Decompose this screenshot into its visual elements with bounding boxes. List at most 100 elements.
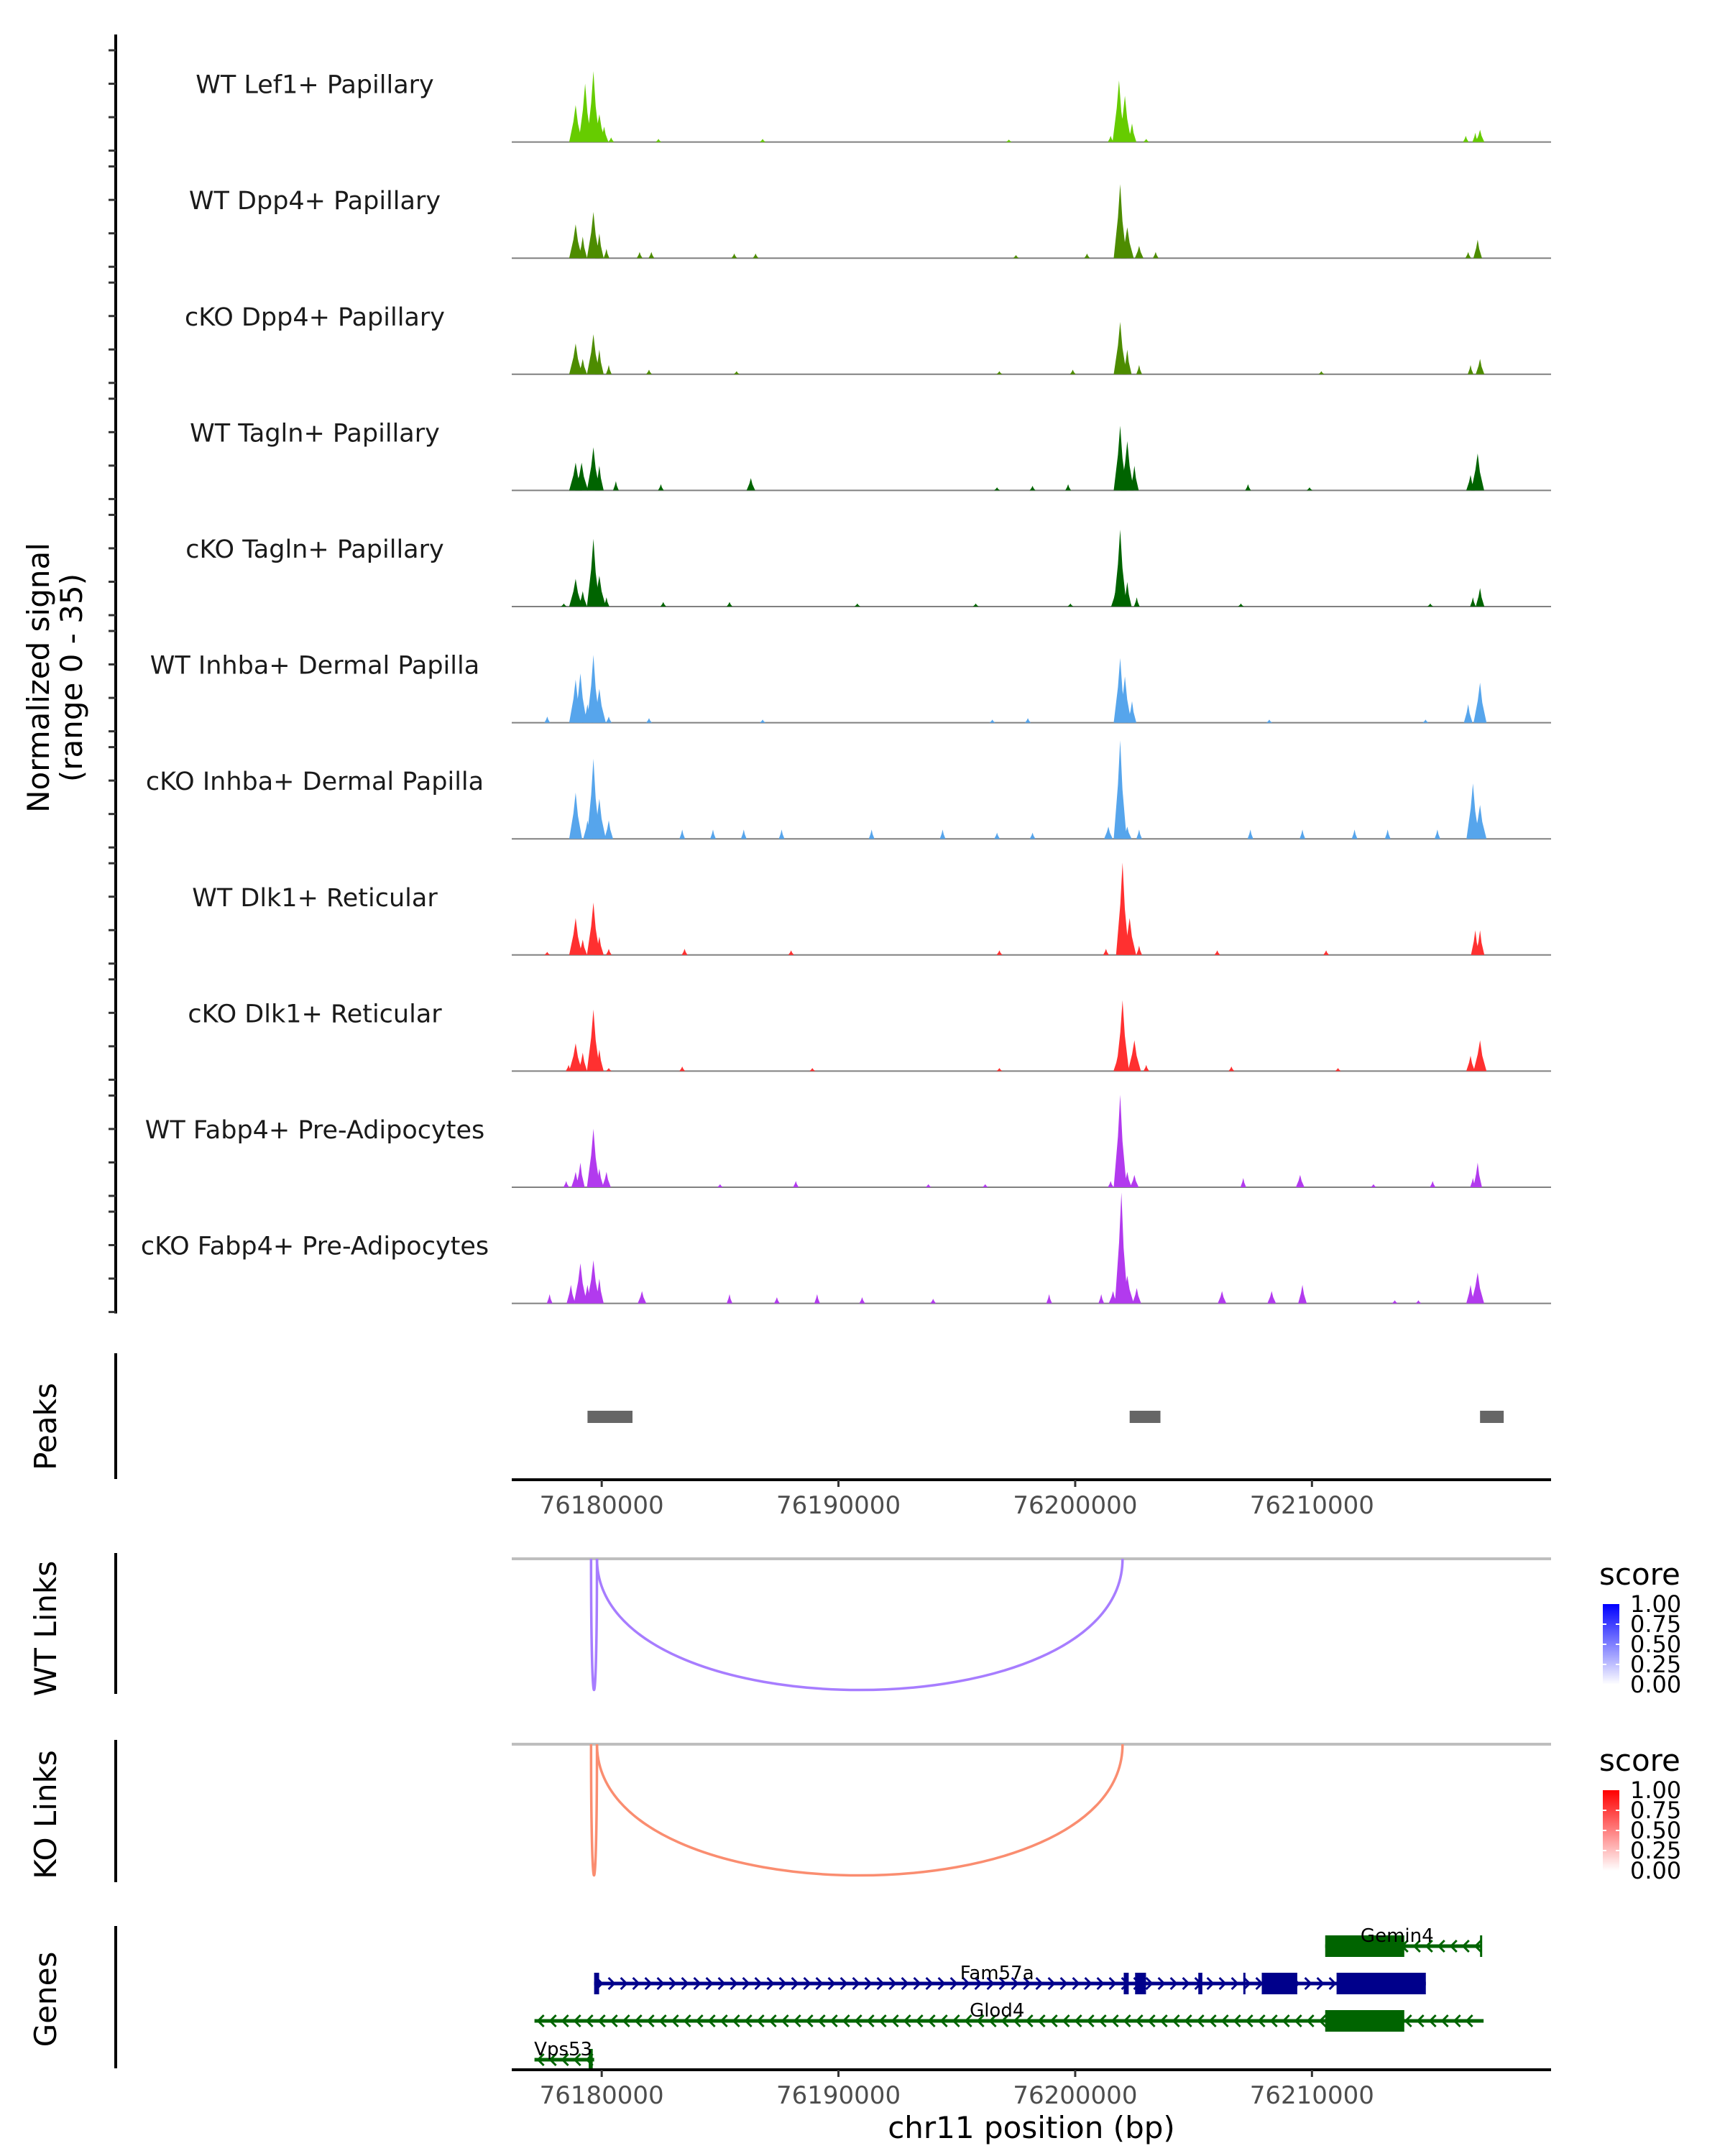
strand-arrow-right-icon [791, 1976, 799, 1991]
legend-tick-label: 0.25 [1630, 1837, 1681, 1864]
coverage-peak [569, 918, 582, 955]
coverage-peak [681, 949, 688, 955]
strand-arrow-left-icon [927, 2014, 936, 2028]
strand-arrow-right-icon [705, 1976, 714, 1991]
coverage-peak [1118, 96, 1132, 142]
link-track [114, 1553, 1551, 1694]
strand-arrow-left-icon [988, 2014, 997, 2028]
coverage-peak [544, 952, 551, 955]
track-label: cKO Dpp4+ Papillary [185, 303, 445, 332]
strand-arrow-left-icon [1245, 2014, 1254, 2028]
coverage-peak [1134, 246, 1144, 259]
strand-arrow-left-icon [719, 2014, 728, 2028]
coverage-peak [1351, 829, 1358, 839]
ko-legend-colorbar [1603, 1790, 1619, 1871]
x-tick-label: 76190000 [776, 1491, 901, 1520]
coverage-peak [925, 1184, 932, 1187]
coverage-peak [753, 253, 759, 259]
coverage-peak [1465, 252, 1471, 259]
strand-arrow-left-icon [573, 2053, 581, 2067]
coverage-peak [731, 253, 737, 259]
strand-arrow-left-icon [1461, 1939, 1470, 1953]
strand-arrow-left-icon [695, 2014, 704, 2028]
coverage-peak [760, 139, 766, 142]
coverage-peak [656, 139, 662, 142]
gene-exon [1243, 1973, 1246, 1994]
legend-tick-label: 0.75 [1630, 1611, 1681, 1638]
coverage-track: cKO Tagln+ Papillary [185, 529, 1551, 607]
coverage-peak [599, 126, 609, 142]
track-label: cKO Tagln+ Papillary [185, 535, 444, 564]
coverage-track: cKO Fabp4+ Pre-Adipocytes [141, 1192, 1551, 1304]
wt-links-axis-title-wrap: WT Links [28, 1561, 63, 1696]
coverage-peak [1463, 704, 1473, 723]
coverage-peak [1473, 682, 1487, 723]
coverage-peak [1108, 136, 1114, 142]
coverage-peak [788, 950, 794, 955]
strand-arrow-left-icon [683, 2014, 691, 2028]
coverage-peak [814, 1294, 820, 1304]
strand-arrow-right-icon [937, 1976, 946, 1991]
coverage-peak [1295, 1174, 1305, 1187]
strand-arrow-left-icon [817, 2014, 826, 2028]
ko-legend-title: score [1599, 1743, 1680, 1778]
coverage-peak [592, 688, 606, 723]
coverage-peak [1473, 1040, 1487, 1072]
coverage-peak [578, 359, 587, 374]
link-arc [595, 1558, 1124, 1692]
track-label: cKO Fabp4+ Pre-Adipocytes [141, 1233, 489, 1261]
track-label: WT Lef1+ Papillary [196, 71, 434, 100]
strand-arrow-right-icon [620, 1976, 628, 1991]
link-arc [595, 1743, 1124, 1877]
wt-links-legend: score 1.000.750.500.250.00 [1599, 1557, 1681, 1698]
strand-arrow-left-icon [1257, 2014, 1266, 2028]
coverage-peak [1136, 364, 1142, 374]
coverage-peak [646, 718, 652, 723]
coverage-peak [1123, 918, 1136, 955]
legend-tick-label: 0.25 [1630, 1651, 1681, 1678]
coverage-peak [569, 792, 582, 839]
coverage-peak [569, 1043, 582, 1072]
gene-exon [1261, 1973, 1297, 1994]
strand-arrow-left-icon [585, 2014, 594, 2028]
coverage-peak [1136, 945, 1142, 955]
strand-arrow-right-icon [693, 1976, 702, 1991]
ko-legend-ticks: 1.000.750.500.250.00 [1603, 1777, 1681, 1884]
strand-arrow-right-icon [778, 1976, 787, 1991]
coverage-peak [1152, 252, 1159, 259]
strand-arrow-right-icon [1328, 1976, 1337, 1991]
coverage-peak [679, 829, 686, 839]
strand-arrow-right-icon [913, 1976, 921, 1991]
coverage-peak [1123, 1171, 1132, 1187]
legend-tick-label: 1.00 [1630, 1777, 1681, 1804]
strand-arrow-left-icon [915, 2014, 924, 2028]
strand-arrow-left-icon [1465, 2014, 1473, 2028]
strand-arrow-left-icon [1037, 2014, 1046, 2028]
strand-arrow-left-icon [1449, 1939, 1458, 1953]
strand-arrow-left-icon [1159, 2014, 1168, 2028]
coverage-peak [996, 950, 1003, 955]
legend-tick-label: 0.00 [1630, 1671, 1681, 1698]
gene-exon [1123, 1973, 1129, 1994]
strand-arrow-left-icon [744, 2014, 753, 2028]
strand-arrow-right-icon [986, 1976, 995, 1991]
strand-arrow-left-icon [597, 2014, 606, 2028]
coverage-peak [1466, 783, 1480, 839]
wt-links-axis-title: WT Links [28, 1561, 63, 1696]
coverage-peak [586, 1128, 600, 1187]
coverage-peak [994, 832, 1000, 839]
coverage-peak [996, 371, 1003, 374]
strand-arrow-left-icon [1425, 1939, 1433, 1953]
coverage-peak [575, 462, 589, 491]
x-tick-label: 76180000 [540, 1491, 664, 1520]
coverage-peak [1113, 321, 1127, 374]
peaks-track [114, 1353, 1504, 1479]
strand-arrow-right-icon [1072, 1976, 1080, 1991]
coverage-peak [592, 576, 606, 607]
strand-arrow-left-icon [805, 2014, 814, 2028]
coverage-peak [586, 71, 600, 142]
coverage-peak [586, 334, 600, 374]
strand-arrow-left-icon [878, 2014, 887, 2028]
strand-arrow-left-icon [1184, 2014, 1192, 2028]
